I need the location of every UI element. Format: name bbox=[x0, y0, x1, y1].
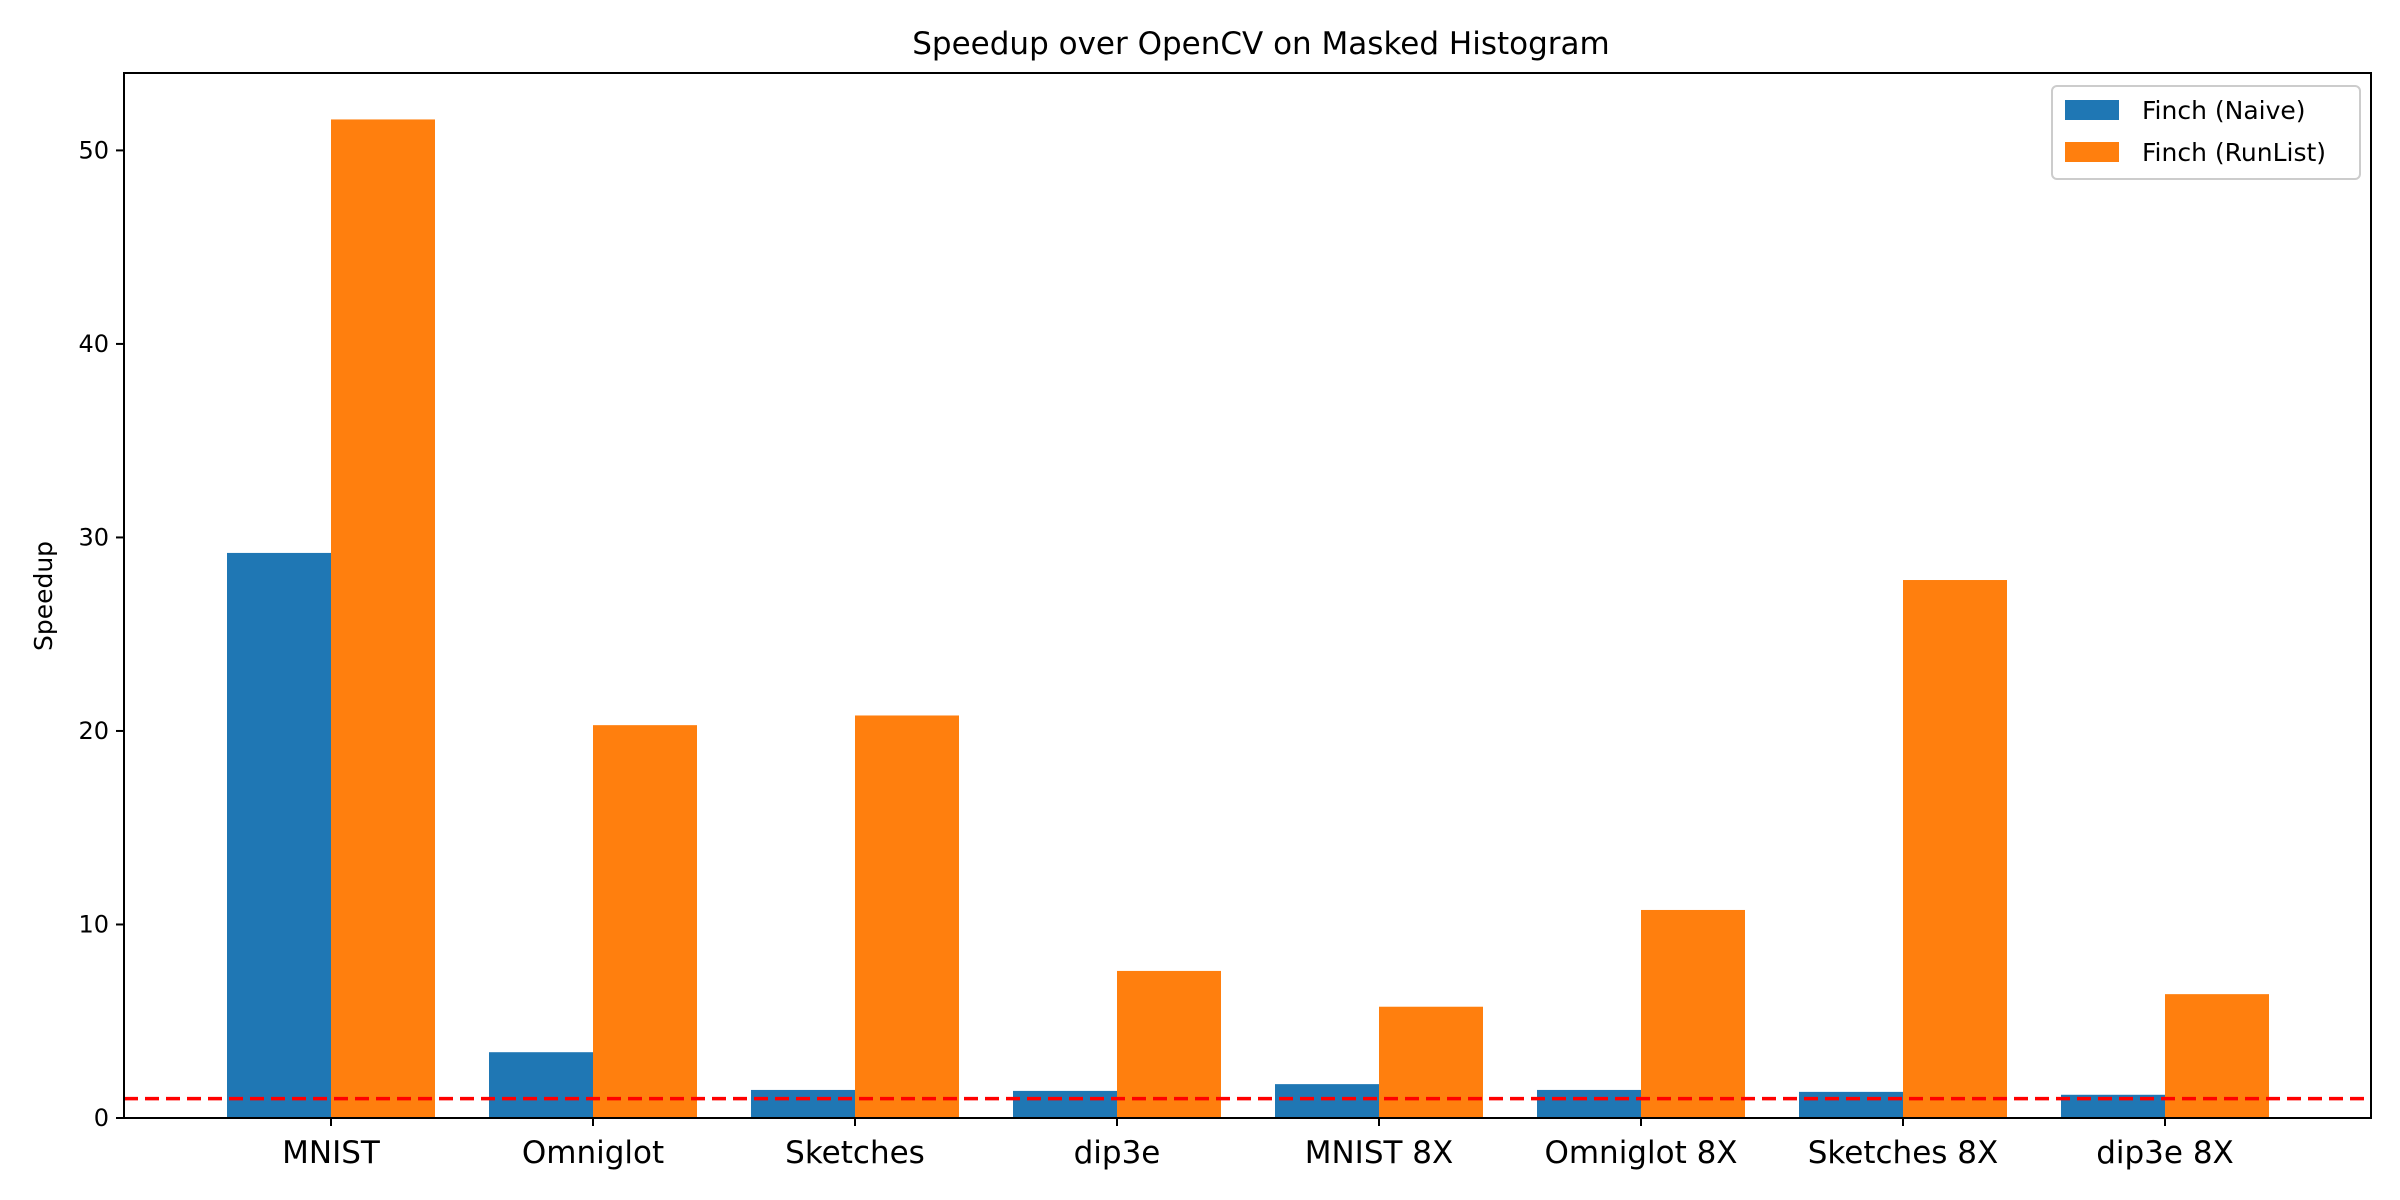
x-tick-label: Omniglot 8X bbox=[1544, 1135, 1737, 1171]
bar-naive-2 bbox=[751, 1089, 855, 1118]
bar-naive-7 bbox=[2061, 1094, 2165, 1118]
bars-layer bbox=[227, 119, 2269, 1118]
y-tick-label: 30 bbox=[78, 523, 109, 551]
legend-box bbox=[2051, 85, 2361, 180]
bar-naive-4 bbox=[1275, 1084, 1379, 1118]
x-tick-label: Sketches bbox=[785, 1135, 925, 1171]
chart-title: Speedup over OpenCV on Masked Histogram bbox=[912, 26, 1609, 62]
x-tick-label: Sketches 8X bbox=[1808, 1135, 1998, 1171]
y-axis-label: Speedup bbox=[29, 541, 58, 651]
x-tick-label: MNIST bbox=[282, 1135, 381, 1171]
x-tick-label: dip3e bbox=[1074, 1135, 1161, 1171]
y-axis-ticks: 0 10 20 30 40 50 bbox=[78, 136, 124, 1132]
bar-runlist-4 bbox=[1379, 1006, 1483, 1118]
bar-runlist-3 bbox=[1117, 970, 1221, 1118]
bar-runlist-2 bbox=[855, 715, 959, 1118]
x-tick-label: dip3e 8X bbox=[2096, 1135, 2234, 1171]
bar-naive-5 bbox=[1537, 1089, 1641, 1118]
legend-label-1: Finch (RunList) bbox=[2142, 138, 2326, 167]
bar-naive-3 bbox=[1013, 1090, 1117, 1118]
x-tick-label: MNIST 8X bbox=[1305, 1135, 1454, 1171]
bar-naive-0 bbox=[227, 552, 331, 1118]
bar-naive-1 bbox=[489, 1052, 593, 1118]
legend: Finch (Naive) Finch (RunList) bbox=[2051, 85, 2361, 180]
y-tick-label: 10 bbox=[78, 910, 109, 938]
bar-runlist-0 bbox=[331, 119, 435, 1118]
y-tick-label: 50 bbox=[78, 136, 109, 164]
plot-frame bbox=[123, 72, 2372, 1119]
x-tick-label: Omniglot bbox=[522, 1135, 664, 1171]
bar-runlist-6 bbox=[1903, 580, 2007, 1118]
y-tick-label: 0 bbox=[94, 1104, 109, 1132]
bar-naive-6 bbox=[1799, 1091, 1903, 1118]
legend-swatch-1 bbox=[2065, 142, 2119, 162]
bar-runlist-1 bbox=[593, 725, 697, 1118]
y-tick-label: 40 bbox=[78, 330, 109, 358]
legend-swatch-0 bbox=[2065, 100, 2119, 120]
bar-runlist-5 bbox=[1641, 909, 1745, 1118]
y-tick-label: 20 bbox=[78, 717, 109, 745]
x-axis-ticks: MNIST Omniglot Sketches dip3e MNIST 8X Omnigl… bbox=[282, 1118, 2234, 1171]
legend-label-0: Finch (Naive) bbox=[2142, 96, 2306, 125]
